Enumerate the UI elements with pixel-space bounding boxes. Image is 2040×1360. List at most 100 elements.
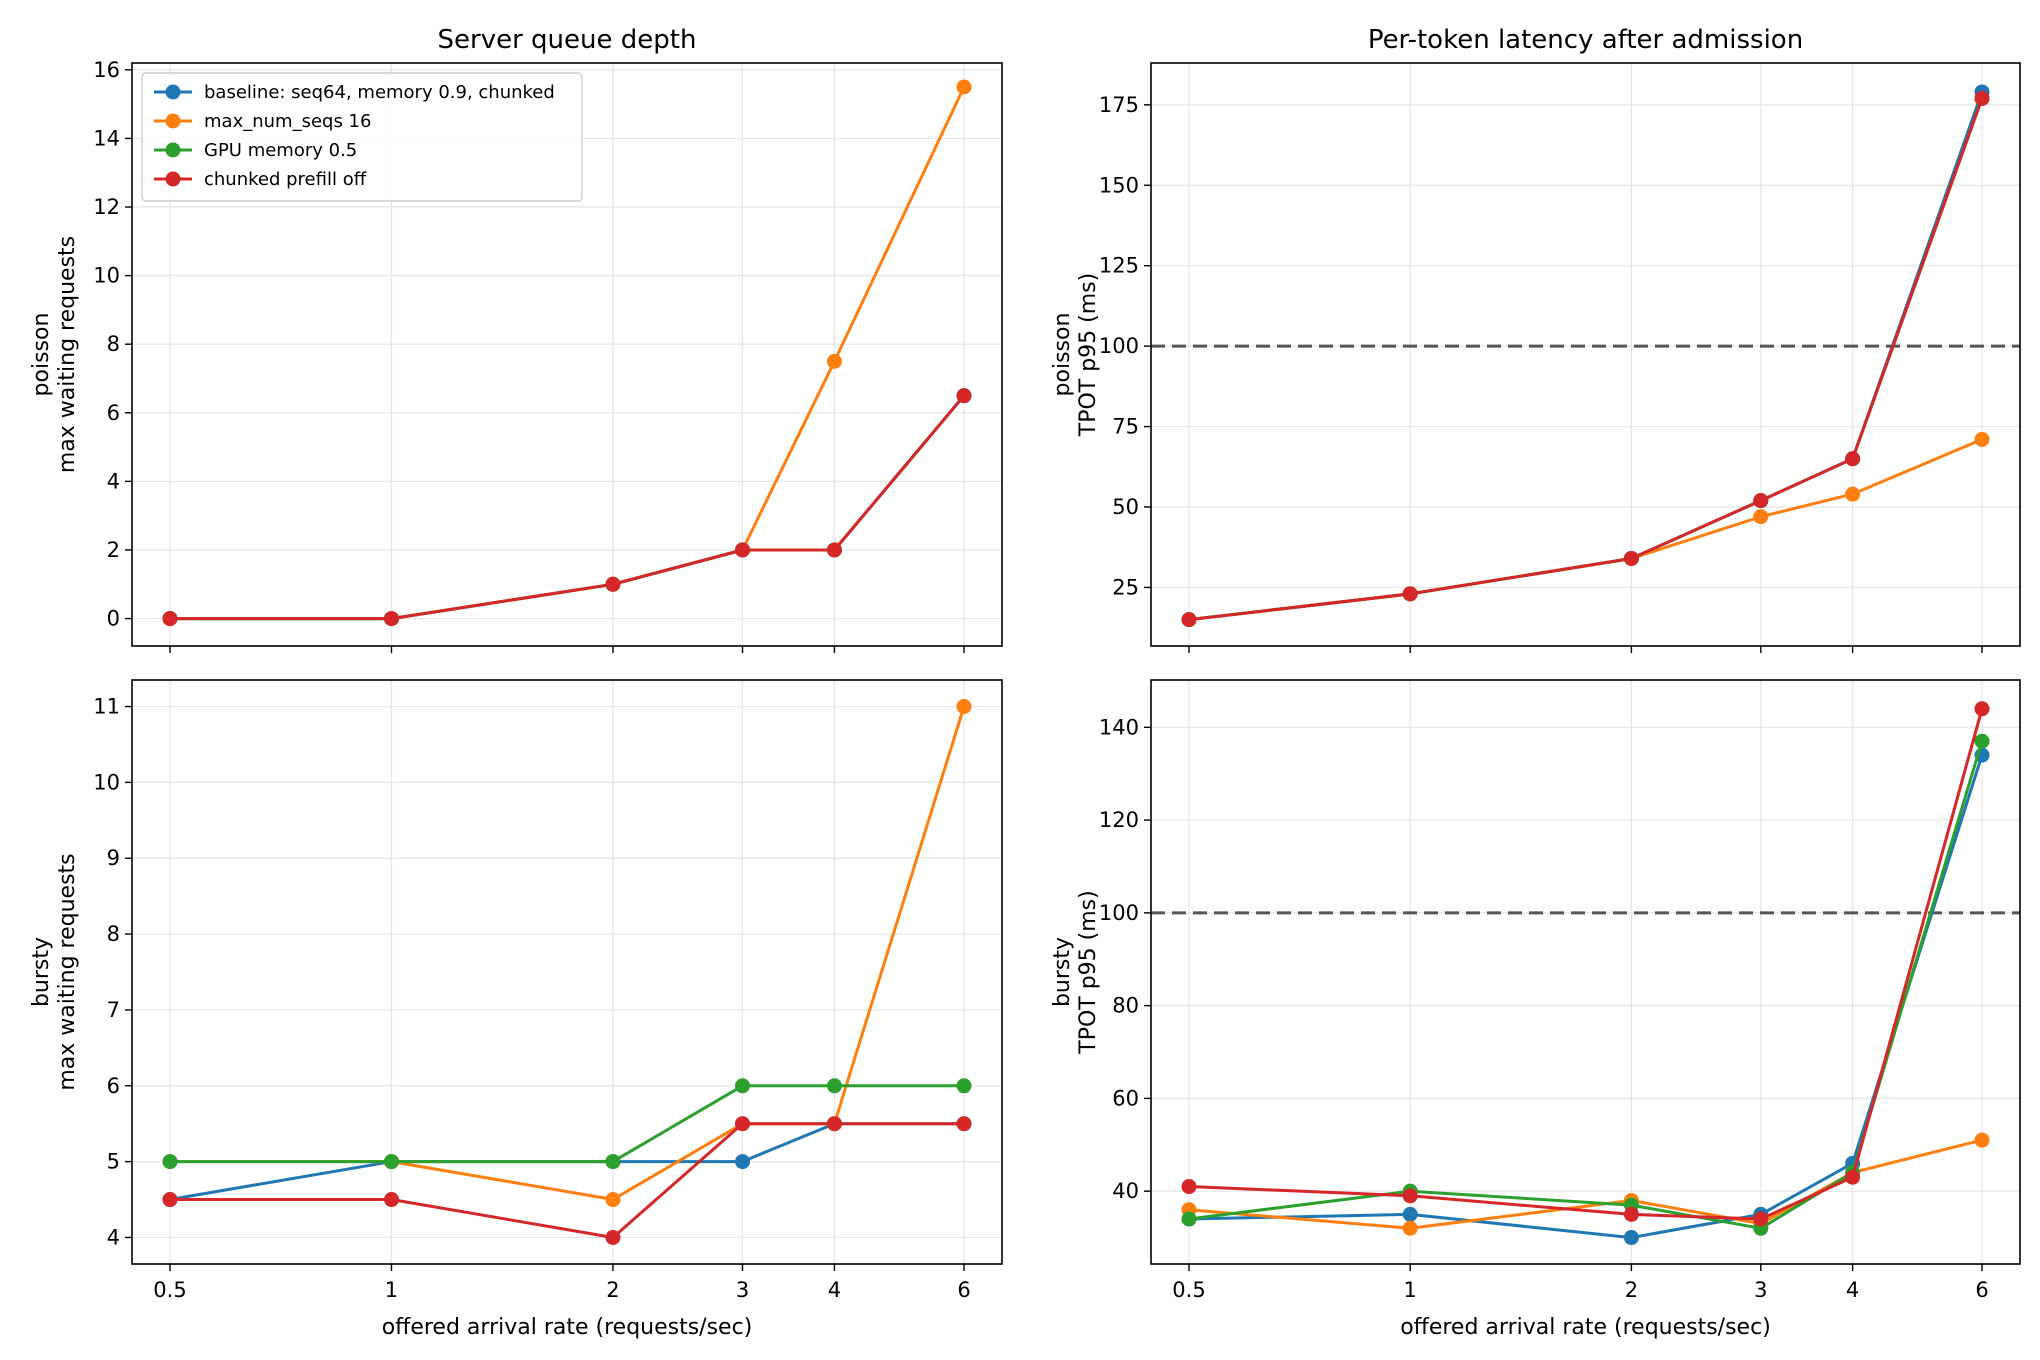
grid-lines [1151,63,2020,646]
x-tick-label: 0.5 [1172,1278,1205,1302]
data-point-chunked_prefill_off [1181,612,1197,628]
data-point-max_num_seqs_16 [956,699,972,715]
data-point-max_num_seqs_16 [1974,431,1990,447]
legend-label: chunked prefill off [204,169,367,190]
x-tick-label: 3 [736,1278,749,1302]
data-point-gpu_memory_05 [162,1154,178,1170]
x-tick-label: 1 [1404,1278,1417,1302]
y-axis-label: burstymax waiting requests [29,853,80,1090]
data-point-chunked_prefill_off [956,1116,972,1132]
y-tick-label: 10 [93,770,120,794]
y-tick-label: 25 [1112,575,1139,599]
series-line-chunked_prefill_off [1188,708,1984,1221]
y-axis-label: burstyTPOT p95 (ms) [1050,890,1101,1054]
data-point-chunked_prefill_off [1845,1169,1861,1185]
y-tick-label: 11 [93,695,120,719]
data-point-gpu_memory_05 [735,1078,751,1094]
y-tick-label: 4 [107,469,120,493]
data-point-chunked_prefill_off [1402,586,1418,602]
data-point-baseline [1623,1230,1639,1246]
data-point-max_num_seqs_16 [1974,1132,1990,1148]
data-point-max_num_seqs_16 [1402,1220,1418,1236]
data-point-max_num_seqs_16 [1845,486,1861,502]
y-tick-label: 8 [107,332,120,356]
y-tick-label: 175 [1099,93,1139,117]
y-axis-label: poissonmax waiting requests [29,236,80,473]
y-tick-label: 7 [107,998,120,1022]
data-point-chunked_prefill_off [826,542,842,558]
y-tick-label: 5 [107,1150,120,1174]
legend-marker-chunked_prefill_off [165,171,181,187]
x-tick-label: 2 [1625,1278,1638,1302]
data-point-max_num_seqs_16 [956,79,972,95]
data-point-chunked_prefill_off [956,388,972,404]
subplot-title: Server queue depth [438,25,697,55]
y-tick-label: 2 [107,538,120,562]
data-point-chunked_prefill_off [1181,1179,1197,1195]
data-point-gpu_memory_05 [1974,733,1990,749]
x-tick-label: 6 [957,1278,970,1302]
x-tick-label: 0.5 [153,1278,186,1302]
x-tick-label: 6 [1975,1278,1988,1302]
data-point-chunked_prefill_off [1845,451,1861,467]
data-point-chunked_prefill_off [826,1116,842,1132]
y-axis-label-line: TPOT p95 (ms) [1076,273,1101,437]
legend-marker-baseline [165,84,181,100]
series-line-gpu_memory_05 [170,1084,964,1164]
y-tick-label: 80 [1112,994,1139,1018]
data-point-chunked_prefill_off [1753,493,1769,509]
subplot-3: 40 60 80 100 120 140 0.5 1 2 3 4 6 burstyTPOT p95 (m… [1050,679,2021,1340]
grid-lines [1151,680,2020,1264]
y-tick-label: 40 [1112,1179,1139,1203]
data-point-gpu_memory_05 [383,1154,399,1170]
subplot-title: Per-token latency after admission [1368,25,1803,55]
y-tick-label: 12 [93,195,120,219]
x-tick-label: 1 [385,1278,398,1302]
series-line-chunked_prefill_off [170,1122,964,1239]
x-tick-label: 4 [828,1278,841,1302]
data-point-gpu_memory_05 [1181,1211,1197,1227]
y-axis-label-line: bursty [1050,937,1075,1007]
y-tick-label: 100 [1099,334,1139,358]
data-point-chunked_prefill_off [605,576,621,592]
data-point-chunked_prefill_off [1623,550,1639,566]
y-axis-label: poissonTPOT p95 (ms) [1050,273,1101,437]
series-line-chunked_prefill_off [170,394,966,621]
series-line-chunked_prefill_off [1188,97,1984,622]
axes-frame [131,679,1003,1265]
x-tick-label: 3 [1754,1278,1767,1302]
legend: baseline: seq64, memory 0.9, chunked max_… [141,72,583,202]
y-tick-label: 60 [1112,1086,1139,1110]
y-tick-label: 120 [1099,808,1139,832]
data-point-chunked_prefill_off [1402,1188,1418,1204]
y-tick-label: 16 [93,58,120,82]
y-tick-label: 75 [1112,415,1139,439]
legend-label: GPU memory 0.5 [204,140,357,161]
y-axis-label-line: poisson [1050,313,1075,397]
y-tick-label: 0 [107,607,120,631]
subplot-2: 4 5 6 7 8 9 10 11 0.5 1 2 3 4 6 burstymax waiting requ… [29,679,1003,1340]
y-tick-label: 6 [107,1074,120,1098]
data-point-chunked_prefill_off [162,1192,178,1208]
data-point-max_num_seqs_16 [605,1192,621,1208]
subplot-1: 25 50 75 100 125 150 175 poissonTPOT p95 (ms) Pe… [1050,25,2021,653]
y-axis-label-line: max waiting requests [55,853,80,1090]
legend-marker-max_num_seqs_16 [165,113,181,129]
y-axis-label-line: bursty [29,937,54,1007]
y-tick-label: 10 [93,264,120,288]
data-point-gpu_memory_05 [605,1154,621,1170]
data-point-gpu_memory_05 [956,1078,972,1094]
y-tick-label: 4 [107,1225,120,1249]
data-point-baseline [735,1154,751,1170]
y-axis-label-line: TPOT p95 (ms) [1076,890,1101,1054]
legend-label: baseline: seq64, memory 0.9, chunked [204,82,555,103]
data-point-chunked_prefill_off [162,611,178,627]
y-tick-label: 140 [1099,715,1139,739]
data-point-chunked_prefill_off [383,611,399,627]
subplot-0: 0 2 4 6 8 10 12 14 16 poissonmax waiting requests… [29,25,1003,653]
y-tick-label: 8 [107,922,120,946]
x-axis-label: offered arrival rate (requests/sec) [1400,1315,1771,1340]
y-axis-label-line: poisson [29,313,54,397]
legend-marker-gpu_memory_05 [165,142,181,158]
